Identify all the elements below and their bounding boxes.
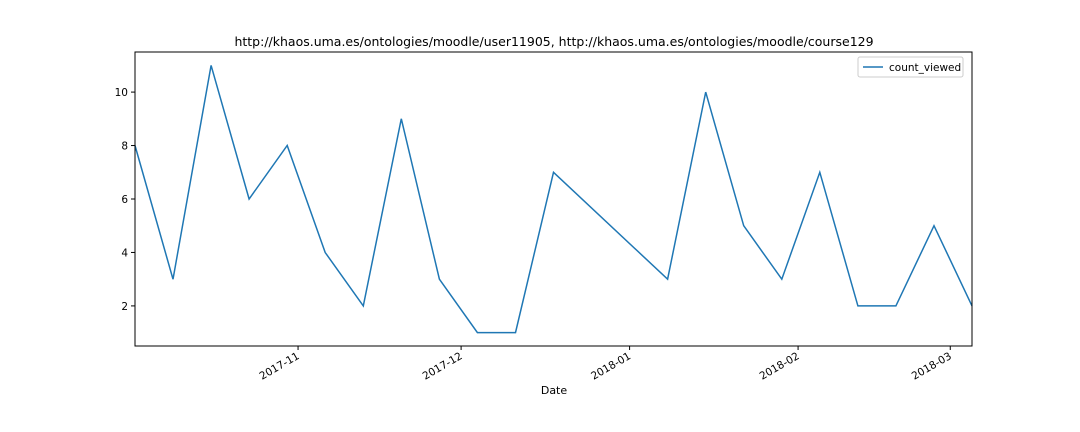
y-tick-label: 6 <box>121 194 128 206</box>
plot-frame <box>134 51 973 347</box>
x-tick-label: 2018-03 <box>910 350 954 382</box>
chart-title: http://khaos.uma.es/ontologies/moodle/us… <box>234 34 873 49</box>
x-tick-label: 2017-11 <box>258 350 302 382</box>
x-tick-label: 2018-01 <box>589 350 633 382</box>
x-tick-label: 2018-02 <box>758 350 802 382</box>
y-tick-label: 10 <box>115 87 128 99</box>
legend-label: count_viewed <box>889 62 961 74</box>
legend-box <box>857 56 964 78</box>
legend: count_viewed <box>857 56 964 78</box>
series-line-count-viewed <box>134 65 973 334</box>
y-tick-label: 8 <box>121 141 128 153</box>
x-tick-label: 2017-12 <box>421 350 465 382</box>
x-axis-label: Date <box>541 384 568 397</box>
y-tick-label: 2 <box>121 301 128 313</box>
y-tick-label: 4 <box>121 247 128 259</box>
